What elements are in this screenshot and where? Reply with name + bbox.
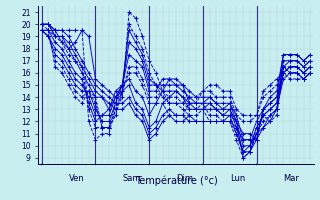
- Text: Sam: Sam: [122, 174, 141, 183]
- X-axis label: Température (°c): Température (°c): [135, 175, 217, 186]
- Text: Mar: Mar: [284, 174, 299, 183]
- Text: Dim: Dim: [176, 174, 193, 183]
- Text: Lun: Lun: [230, 174, 245, 183]
- Text: Ven: Ven: [68, 174, 84, 183]
